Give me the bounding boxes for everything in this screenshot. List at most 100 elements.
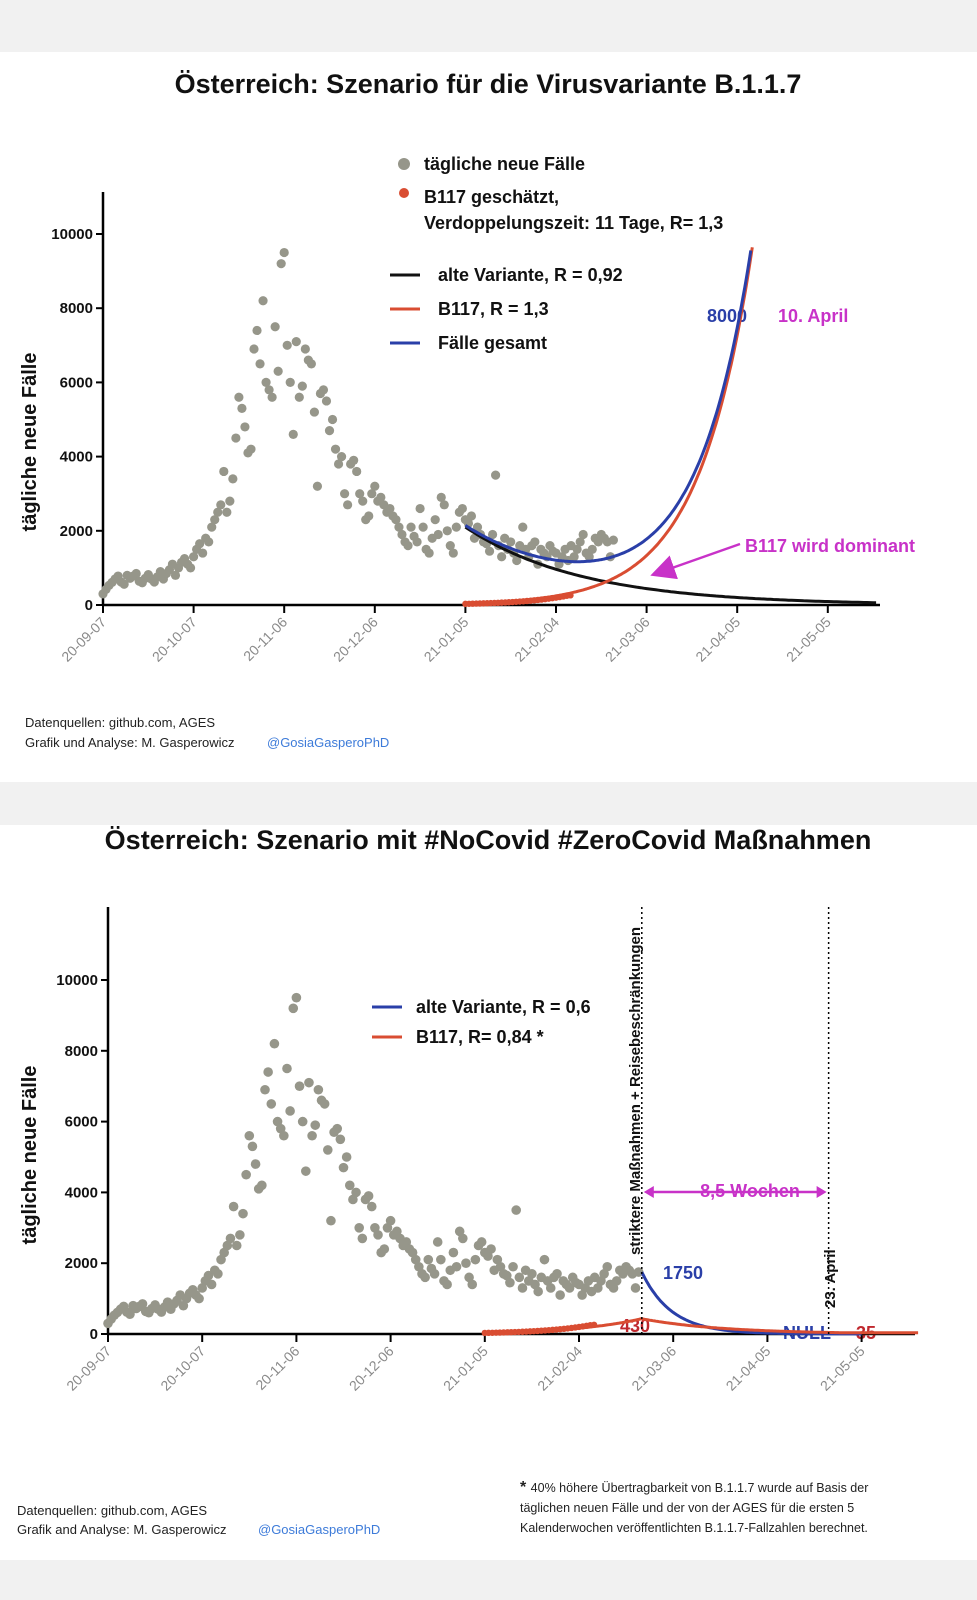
daily-case-point [231,433,241,443]
daily-case-point [572,544,582,554]
line-old-variant [464,525,877,605]
x-tick-label: 20-11-06 [240,614,290,664]
y-tick-label: 2000 [65,1255,98,1272]
daily-case-point [363,1191,374,1201]
annotation-b117-dominant: B117 wird dominant [745,536,915,556]
daily-case-point [319,1099,330,1109]
daily-case-point [297,381,307,391]
daily-case-point [270,322,280,332]
daily-case-point [487,529,498,540]
daily-case-point [564,1283,575,1293]
x-tick-label: 21-03-06 [602,614,653,665]
x-tick-label: 21-04-05 [692,614,743,665]
chart-panel-1: Österreich: Szenario für die Virusvarian… [0,52,977,782]
chart-2-title: Österreich: Szenario mit #NoCovid #ZeroC… [105,825,872,855]
daily-case-point [327,414,338,425]
daily-case-point [252,325,262,336]
daily-case-point [228,1201,239,1212]
daily-case-point [185,563,196,573]
x-tick-label: 21-02-04 [511,614,562,665]
x-tick-label: 21-01-05 [440,1343,491,1394]
daily-case-point [533,1286,543,1297]
daily-case-point [354,1223,365,1233]
daily-case-point [340,489,350,499]
x-tick-label: 20-09-07 [58,614,109,665]
daily-case-point [207,522,217,532]
daily-case-point [222,507,232,517]
arrow-b117-dominant [650,542,741,580]
author-handle-1[interactable]: @GosiaGasperoPhD [267,735,389,750]
daily-case-point [338,1162,349,1173]
daily-case-point [352,466,362,477]
daily-case-point [336,452,347,462]
daily-case-point [300,344,310,354]
daily-case-point [397,529,407,540]
daily-case-point [476,1237,487,1247]
daily-case-point [373,1230,383,1240]
daily-case-point [213,1269,223,1279]
source-line-1: Datenquellen: github.com, AGES [25,715,215,730]
author-handle-2[interactable]: @GosiaGasperoPhD [258,1522,380,1537]
daily-case-point [264,385,274,395]
daily-case-point [517,1283,528,1293]
line-b117 [465,247,754,605]
daily-case-point [307,1130,317,1141]
daily-case-point [266,1099,277,1109]
daily-case-point [367,489,377,499]
daily-case-point [527,1269,537,1279]
y-tick-label: 6000 [60,374,93,391]
daily-case-point [285,377,295,387]
daily-case-point [294,392,304,402]
daily-case-point [257,1180,267,1191]
daily-case-point [332,1123,343,1134]
daily-case-point [210,515,220,525]
x-tick-label: 20-12-06 [330,614,381,665]
daily-case-point [203,1270,214,1281]
daily-case-point [285,1106,295,1116]
daily-case-point [301,1166,311,1176]
y-tick-label: 8000 [60,300,93,317]
daily-case-point [505,1277,515,1288]
daily-case-point [228,474,238,484]
daily-case-point [261,377,271,387]
annotation-8000: 8000 [707,306,747,326]
daily-case-point [418,522,428,532]
daily-case-point [225,1233,236,1244]
annotation-10-april: 10. April [778,306,848,326]
x-tick-label: 21-01-05 [421,614,472,665]
daily-case-point [344,1180,355,1191]
daily-case-point [436,492,446,503]
daily-case-point [241,1169,251,1180]
daily-case-point [403,541,413,551]
daily-case-point [137,1299,148,1309]
weeks-arrow-right-head [816,1186,827,1198]
daily-case-point [194,1293,204,1304]
daily-case-point [518,522,528,532]
daily-case-point [357,1233,368,1244]
daily-case-point [611,1276,622,1286]
daily-case-point [206,1279,217,1290]
y-tick-label: 2000 [60,523,93,540]
daily-case-point [539,1254,550,1265]
y-tick-label: 0 [90,1326,98,1343]
x-tick-label: 20-12-06 [346,1343,397,1394]
daily-case-point [433,529,443,540]
daily-case-point [244,1130,255,1141]
daily-case-point [219,466,229,477]
x-tick-label: 21-04-05 [723,1343,774,1394]
footnote-line-3: Kalenderwochen veröffentlichten B.1.1.7-… [520,1521,868,1535]
x-tick-label: 20-10-07 [149,614,200,665]
daily-case-point [497,552,507,562]
daily-case-point [321,396,332,406]
daily-case-point [343,500,353,510]
daily-case-point [458,1233,468,1244]
daily-case-point [355,489,365,499]
weeks-arrow-left-head [643,1186,654,1198]
daily-case-point [326,1215,336,1226]
line-old-variant-2 [640,1271,862,1336]
daily-case-point [506,537,516,547]
daily-case-point [288,1003,299,1014]
daily-case-point [288,429,298,439]
daily-case-point [170,570,181,580]
daily-case-point [213,507,223,517]
